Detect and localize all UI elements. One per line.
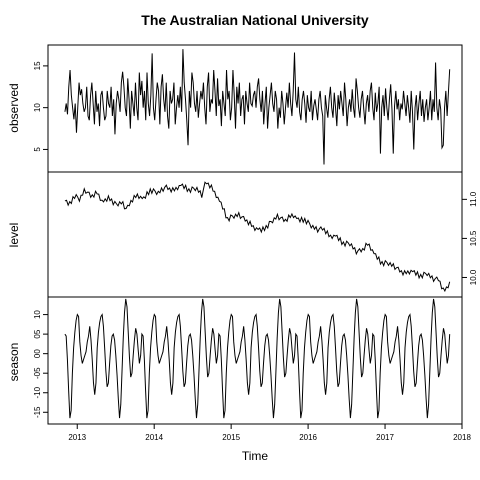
chart-title: The Australian National University: [141, 12, 369, 28]
level-axis-label: level: [7, 223, 21, 248]
observed-panel-frame: [47, 44, 463, 173]
season-y-tick-label: 10: [33, 310, 42, 319]
level-panel: 10.0 10.5 11.0 level: [7, 171, 478, 298]
season-y-tick-label: 00: [33, 349, 42, 358]
season-y-tick-label: -15: [33, 406, 42, 418]
level-series-line: [64, 181, 451, 293]
observed-y-axis: 5 10 15: [33, 61, 48, 152]
observed-axis-label: observed: [7, 83, 21, 132]
x-tick-label: 2014: [145, 433, 163, 442]
observed-y-tick-label: 15: [33, 61, 42, 70]
observed-panel: 5 10 15 observed: [7, 44, 463, 173]
x-tick-label: 2013: [68, 433, 86, 442]
level-y-tick-label: 11.0: [469, 191, 478, 207]
x-tick-label: 2017: [376, 433, 394, 442]
season-panel: -15 -10 -05 00 05 10 season: [7, 296, 463, 425]
x-tick-label: 2015: [222, 433, 240, 442]
time-x-axis: 2013 2014 2015 2016 2017 2018: [68, 423, 471, 442]
observed-y-tick-label: 10: [33, 103, 42, 112]
season-y-tick-label: -05: [33, 367, 42, 379]
season-axis-label: season: [7, 343, 21, 382]
x-tick-label: 2016: [299, 433, 317, 442]
season-y-axis: -15 -10 -05 00 05 10: [33, 310, 48, 418]
level-panel-frame: [47, 171, 463, 298]
level-y-axis: 10.0 10.5 11.0: [462, 191, 478, 285]
season-y-tick-label: 05: [33, 329, 42, 338]
level-y-tick-label: 10.5: [469, 230, 478, 246]
x-axis-label: Time: [242, 449, 269, 463]
level-y-tick-label: 10.0: [469, 269, 478, 285]
season-y-tick-label: -10: [33, 386, 42, 398]
observed-series-line: [64, 49, 451, 165]
x-tick-label: 2018: [453, 433, 471, 442]
season-series-line: [64, 298, 451, 419]
observed-y-tick-label: 5: [33, 147, 42, 152]
